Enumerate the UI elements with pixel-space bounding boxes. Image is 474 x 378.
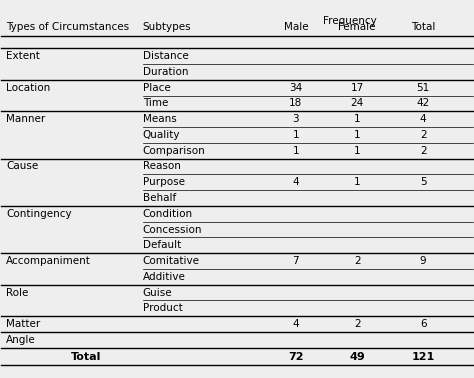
Text: Distance: Distance [143,51,189,61]
Text: 4: 4 [292,177,299,187]
Text: 2: 2 [354,319,360,329]
Text: 1: 1 [354,177,360,187]
Text: Condition: Condition [143,209,193,219]
Text: Male: Male [283,22,308,32]
Text: 51: 51 [417,83,430,93]
Text: 72: 72 [288,352,304,361]
Text: Duration: Duration [143,67,188,77]
Text: Purpose: Purpose [143,177,185,187]
Text: 9: 9 [420,256,427,266]
Text: 121: 121 [411,352,435,361]
Text: Product: Product [143,303,182,313]
Text: Total: Total [411,22,435,32]
Text: Quality: Quality [143,130,180,140]
Text: Subtypes: Subtypes [143,22,191,32]
Text: 7: 7 [292,256,299,266]
Text: Contingency: Contingency [6,209,72,219]
Text: Matter: Matter [6,319,40,329]
Text: Default: Default [143,240,181,250]
Text: 2: 2 [420,130,427,140]
Text: 3: 3 [292,114,299,124]
Text: 18: 18 [289,98,302,108]
Text: 2: 2 [354,256,360,266]
Text: Angle: Angle [6,335,36,345]
Text: 49: 49 [349,352,365,361]
Text: 4: 4 [292,319,299,329]
Text: Reason: Reason [143,161,181,172]
Text: Extent: Extent [6,51,40,61]
Text: 1: 1 [354,146,360,156]
Text: Time: Time [143,98,168,108]
Text: 1: 1 [354,114,360,124]
Text: Female: Female [338,22,376,32]
Text: Concession: Concession [143,225,202,234]
Text: 42: 42 [417,98,430,108]
Text: Accompaniment: Accompaniment [6,256,91,266]
Text: Cause: Cause [6,161,38,172]
Text: 34: 34 [289,83,302,93]
Text: Additive: Additive [143,272,186,282]
Text: 2: 2 [420,146,427,156]
Text: Means: Means [143,114,176,124]
Text: 24: 24 [351,98,364,108]
Text: 1: 1 [292,130,299,140]
Text: 1: 1 [292,146,299,156]
Text: Behalf: Behalf [143,193,176,203]
Text: 4: 4 [420,114,427,124]
Text: Types of Circumstances: Types of Circumstances [6,22,129,32]
Text: 1: 1 [354,130,360,140]
Text: Role: Role [6,288,28,297]
Text: Location: Location [6,83,50,93]
Text: 5: 5 [420,177,427,187]
Text: Total: Total [71,352,101,361]
Text: Comitative: Comitative [143,256,200,266]
Text: 17: 17 [351,83,364,93]
Text: Guise: Guise [143,288,173,297]
Text: Place: Place [143,83,171,93]
Text: Comparison: Comparison [143,146,206,156]
Text: Manner: Manner [6,114,46,124]
Text: 6: 6 [420,319,427,329]
Text: Frequency: Frequency [323,16,377,26]
